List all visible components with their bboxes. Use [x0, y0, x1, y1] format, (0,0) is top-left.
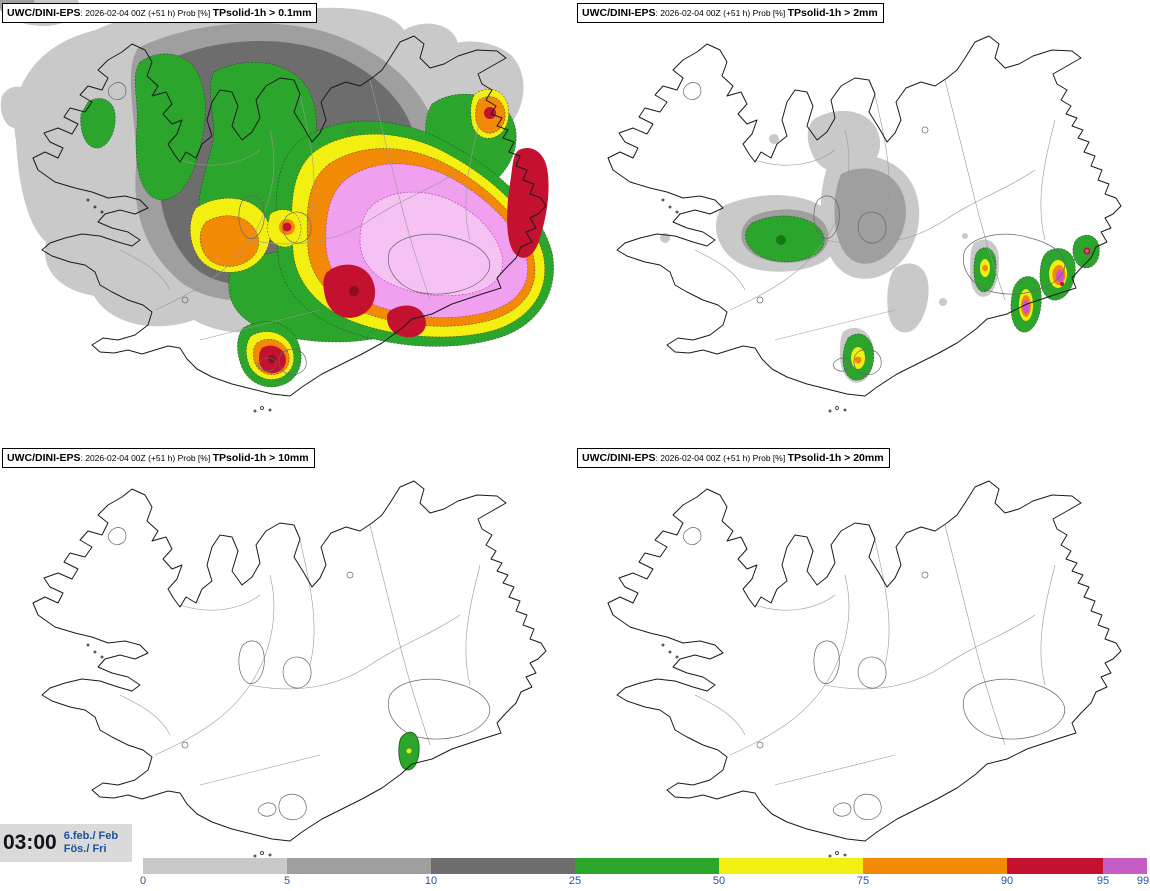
- model-name: UWC/DINI-EPS: [7, 452, 81, 464]
- valid-date-label: 6.feb./ Feb Fös./ Fri: [64, 830, 118, 856]
- legend-segment: [719, 858, 863, 874]
- iceland-map: [0, 0, 554, 413]
- valid-date-day: Fös./ Fri: [63, 843, 107, 855]
- legend-tick-label: 95: [1096, 875, 1110, 887]
- valid-time-label: 03:00: [3, 831, 57, 854]
- legend-segment: [575, 858, 719, 874]
- map-panel-prob-gt-20mm: UWC/DINI-EPS: 2026-02-04 00Z (+51 h) Pro…: [575, 445, 1150, 891]
- probability-field-layer: [0, 0, 554, 388]
- run-info: : 2026-02-04 00Z (+51 h) Prob [%]: [655, 8, 788, 18]
- model-name: UWC/DINI-EPS: [582, 452, 656, 464]
- map-panel-prob-gt-10mm: UWC/DINI-EPS: 2026-02-04 00Z (+51 h) Pro…: [0, 445, 575, 891]
- legend-tick-label: 99: [1136, 875, 1150, 887]
- valid-date-month: 6.feb./ Feb: [63, 830, 119, 842]
- legend-segment: [1103, 858, 1147, 874]
- legend-segment: [143, 858, 287, 874]
- legend-tick-label: 50: [712, 875, 726, 887]
- legend-tick-label: 25: [568, 875, 582, 887]
- legend-segment: [287, 858, 431, 874]
- legend-segment: [431, 858, 575, 874]
- legend-tick-label: 90: [1000, 875, 1014, 887]
- model-name: UWC/DINI-EPS: [582, 7, 656, 19]
- panel-title: UWC/DINI-EPS: 2026-02-04 00Z (+51 h) Pro…: [577, 448, 890, 468]
- probability-field-layer: [398, 731, 420, 771]
- run-info: : 2026-02-04 00Z (+51 h) Prob [%]: [655, 453, 788, 463]
- run-info: : 2026-02-04 00Z (+51 h) Prob [%]: [80, 8, 213, 18]
- threshold-label: TPsolid-1h > 20mm: [787, 452, 884, 464]
- legend-tick-label: 0: [139, 875, 147, 887]
- valid-time-box: 03:00 6.feb./ Feb Fös./ Fri: [0, 824, 132, 862]
- run-info: : 2026-02-04 00Z (+51 h) Prob [%]: [80, 453, 213, 463]
- panel-title: UWC/DINI-EPS: 2026-02-04 00Z (+51 h) Pro…: [2, 448, 315, 468]
- legend-bar: [143, 858, 1147, 874]
- map-panel-prob-gt-0p1mm: UWC/DINI-EPS: 2026-02-04 00Z (+51 h) Pro…: [0, 0, 575, 446]
- legend-segment: [1007, 858, 1103, 874]
- legend-tick-label: 10: [424, 875, 438, 887]
- iceland-map: [607, 460, 1122, 858]
- legend-ticks: 0 5 10 25 50 75 90 95 99: [0, 875, 1150, 889]
- model-name: UWC/DINI-EPS: [7, 7, 81, 19]
- panel-title: UWC/DINI-EPS: 2026-02-04 00Z (+51 h) Pro…: [2, 3, 318, 23]
- threshold-label: TPsolid-1h > 0.1mm: [212, 7, 312, 19]
- iceland-map: [607, 15, 1122, 413]
- threshold-label: TPsolid-1h > 2mm: [787, 7, 878, 19]
- iceland-map: [32, 460, 547, 858]
- threshold-label: TPsolid-1h > 10mm: [212, 452, 309, 464]
- map-panel-prob-gt-2mm: UWC/DINI-EPS: 2026-02-04 00Z (+51 h) Pro…: [575, 0, 1150, 446]
- legend-segment: [863, 858, 1007, 874]
- legend-tick-label: 75: [856, 875, 870, 887]
- legend-tick-label: 5: [283, 875, 291, 887]
- probability-field-layer: [660, 110, 1100, 383]
- panel-title: UWC/DINI-EPS: 2026-02-04 00Z (+51 h) Pro…: [577, 3, 884, 23]
